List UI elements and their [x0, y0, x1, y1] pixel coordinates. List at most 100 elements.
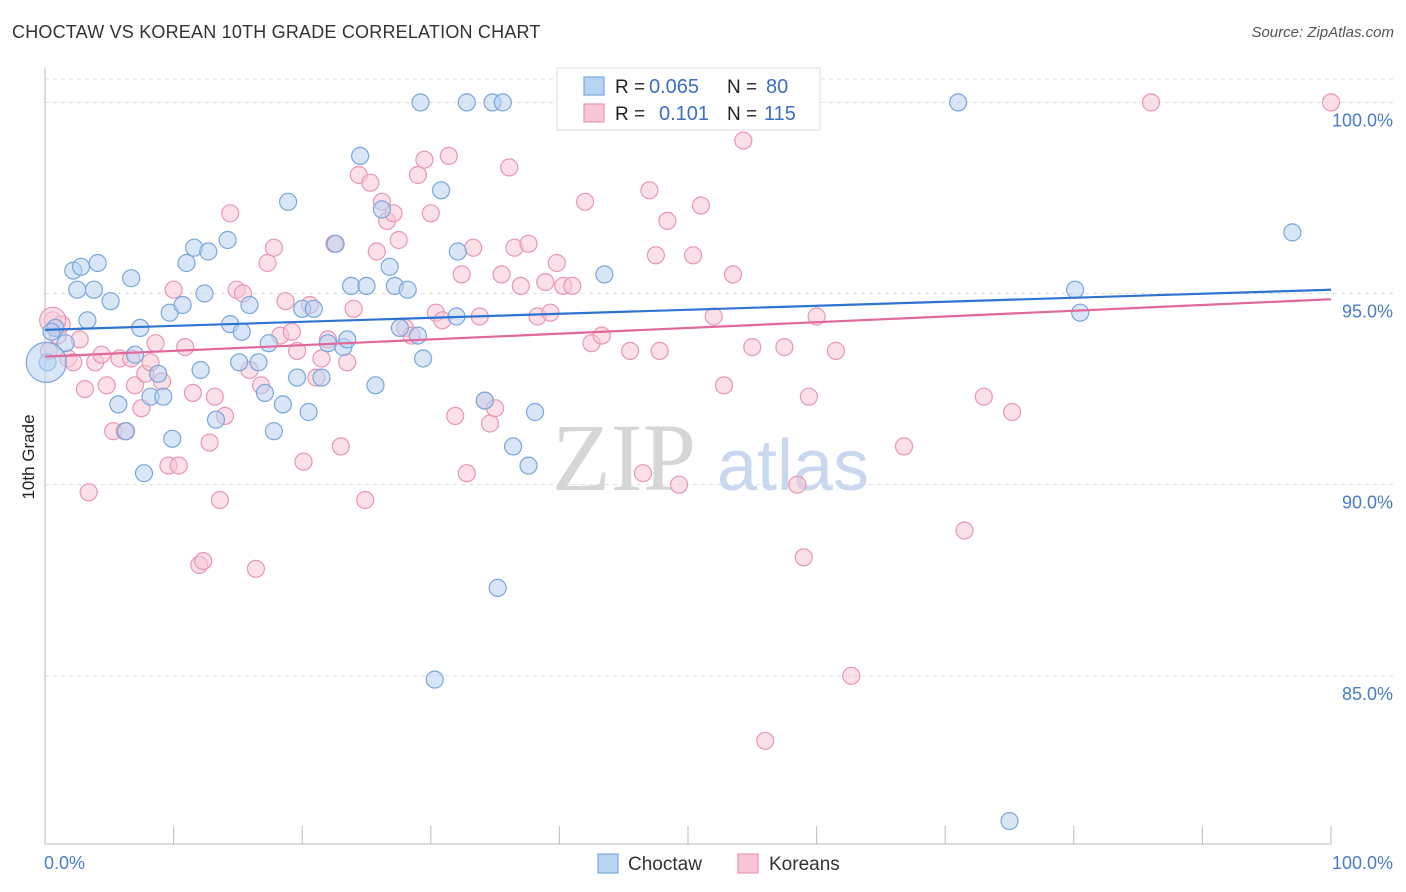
koreans-point: [788, 475, 807, 494]
choctaw-point: [372, 200, 391, 219]
koreans-point: [367, 242, 386, 261]
y-tick-labels: 85.0% 90.0% 95.0% 100.0%: [1332, 110, 1393, 703]
legend-koreans-swatch: [737, 853, 759, 874]
choctaw-point: [1283, 223, 1302, 242]
choctaw-point: [264, 422, 283, 441]
koreans-point: [464, 238, 483, 257]
koreans-point: [704, 307, 723, 326]
choctaw-point: [288, 368, 307, 387]
koreans-point: [799, 387, 819, 406]
koreans-point: [169, 456, 188, 475]
choctaw-point: [173, 295, 192, 315]
koreans-point: [511, 276, 530, 295]
choctaw-point: [240, 295, 259, 315]
koreans-point: [282, 322, 301, 341]
koreans-point: [807, 307, 826, 326]
koreans-point: [894, 437, 914, 456]
y-tick-label-100: 100.0%: [1332, 110, 1393, 130]
choctaw-point: [255, 383, 274, 402]
choctaw-point: [414, 349, 433, 368]
choctaw-point: [232, 322, 251, 341]
choctaw-point: [56, 334, 75, 353]
koreans-point: [794, 548, 813, 567]
koreans-point: [714, 376, 734, 395]
chart-title: CHOCTAW VS KOREAN 10TH GRADE CORRELATION…: [12, 22, 541, 42]
koreans-point: [646, 246, 666, 265]
choctaw-point: [475, 391, 494, 410]
choctaw-point: [1000, 811, 1019, 831]
koreans-n-label: N =: [727, 104, 757, 125]
choctaw-n-value: 80: [766, 76, 788, 98]
koreans-point: [194, 551, 213, 571]
koreans-point: [541, 303, 560, 322]
koreans-point: [775, 338, 794, 357]
choctaw-point: [78, 311, 97, 330]
choctaw-point: [149, 364, 168, 383]
y-tick-label-85: 85.0%: [1342, 684, 1393, 704]
koreans-point: [547, 253, 566, 273]
koreans-point: [452, 265, 471, 284]
legend-koreans-label: Koreans: [769, 854, 840, 875]
choctaw-point: [249, 353, 268, 372]
koreans-point: [955, 521, 974, 540]
koreans-point: [125, 376, 145, 395]
koreans-point: [492, 265, 511, 284]
choctaw-point: [84, 280, 104, 299]
stats-box: R = 0.065 N = 80 R = 0.101 N = 115: [556, 67, 821, 131]
choctaw-point: [195, 284, 214, 303]
koreans-point: [176, 338, 195, 357]
choctaw-point: [42, 322, 61, 341]
choctaw-point: [503, 437, 523, 456]
choctaw-points: [25, 93, 1302, 831]
koreans-point: [1141, 93, 1161, 112]
koreans-point: [563, 276, 582, 295]
choctaw-point: [525, 402, 545, 422]
koreans-point: [457, 464, 476, 483]
koreans-point: [592, 326, 611, 345]
choctaw-point: [206, 410, 226, 429]
koreans-point: [205, 387, 224, 406]
koreans-point: [734, 131, 753, 150]
choctaw-point: [432, 181, 451, 200]
koreans-point: [974, 387, 993, 406]
koreans-point: [439, 146, 458, 165]
koreans-point: [389, 230, 408, 250]
choctaw-point: [88, 253, 107, 273]
koreans-point: [97, 376, 116, 395]
koreans-point: [183, 383, 202, 402]
choctaw-point: [109, 395, 128, 414]
choctaw-n-label: N =: [727, 77, 757, 98]
choctaw-point: [199, 242, 218, 261]
koreans-point: [200, 433, 219, 452]
koreans-r-value: 0.101: [659, 103, 709, 125]
koreans-point: [756, 731, 775, 750]
source-note: Source: ZipAtlas.com: [1251, 24, 1394, 41]
choctaw-point: [1065, 280, 1085, 299]
choctaw-point: [116, 422, 136, 441]
choctaw-point: [1071, 303, 1090, 322]
watermark-zip: ZIP: [552, 404, 696, 511]
choctaw-point: [134, 464, 154, 483]
koreans-point: [258, 253, 277, 273]
x-tick-label-max: 100.0%: [1332, 853, 1393, 873]
legend-choctaw-label: Choctaw: [628, 854, 702, 875]
choctaw-point: [425, 670, 444, 689]
watermark-atlas: atlas: [717, 426, 869, 506]
koreans-point: [415, 150, 434, 169]
choctaw-point: [493, 93, 512, 112]
koreans-point: [683, 246, 703, 265]
koreans-point: [246, 559, 265, 578]
choctaw-point: [326, 234, 345, 253]
y-tick-label-95: 95.0%: [1342, 302, 1393, 322]
koreans-point: [356, 490, 375, 510]
koreans-trend-line: [44, 298, 1332, 358]
koreans-point: [210, 490, 229, 510]
koreans-point: [221, 204, 240, 223]
koreans-point: [519, 234, 538, 253]
choctaw-r-label: R =: [615, 77, 645, 98]
koreans-point: [408, 165, 427, 185]
koreans-point: [633, 464, 653, 483]
choctaw-point: [191, 360, 210, 380]
koreans-point: [164, 280, 183, 299]
koreans-point: [500, 158, 519, 177]
